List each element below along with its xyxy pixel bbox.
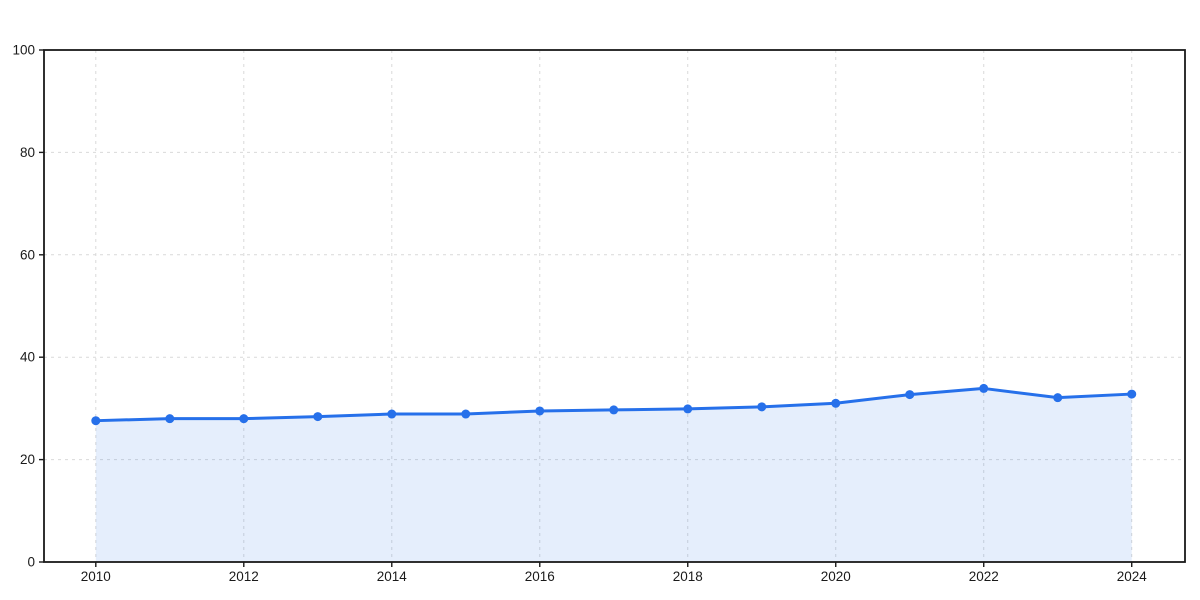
y-tick-label: 0: [27, 555, 35, 570]
x-tick-label: 2016: [525, 569, 555, 584]
x-tick-label: 2018: [673, 569, 703, 584]
data-point-2013: [313, 412, 323, 422]
data-point-2012: [239, 414, 249, 424]
x-tick-label: 2014: [377, 569, 408, 584]
y-tick-label: 60: [20, 247, 35, 262]
y-tick-label: 80: [20, 145, 35, 160]
y-tick-label: 40: [20, 350, 35, 365]
data-point-2018: [683, 404, 693, 414]
data-point-2011: [165, 414, 175, 424]
data-point-2016: [535, 406, 545, 416]
data-point-2022: [979, 383, 989, 393]
plot-border: [43, 49, 1186, 563]
data-point-2024: [1127, 389, 1137, 399]
data-point-2021: [905, 390, 915, 400]
data-point-2023: [1053, 393, 1063, 403]
x-tick-label: 2020: [821, 569, 851, 584]
data-point-2020: [831, 398, 841, 408]
data-point-2019: [757, 402, 767, 412]
x-tick-label: 2012: [229, 569, 259, 584]
x-tick-label: 2024: [1117, 569, 1148, 584]
x-tick-label: 2010: [81, 569, 111, 584]
y-tick-label: 100: [12, 43, 35, 58]
data-point-2014: [387, 409, 397, 419]
x-tick-label: 2022: [969, 569, 999, 584]
data-point-2010: [91, 416, 101, 426]
area-fill: [95, 388, 1132, 562]
y-tick-label: 20: [20, 452, 35, 467]
data-point-2015: [461, 409, 471, 419]
data-point-2017: [609, 405, 619, 415]
